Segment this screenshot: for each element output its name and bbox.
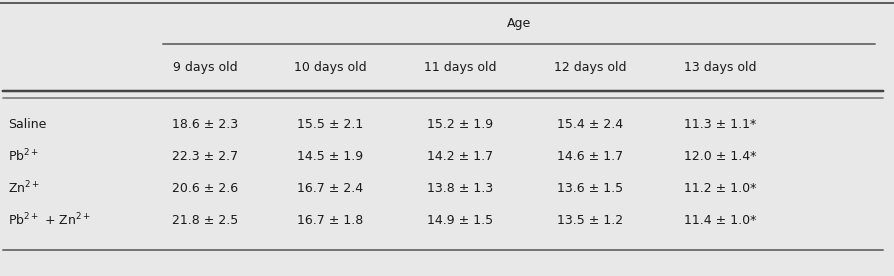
Text: 15.5 ± 2.1: 15.5 ± 2.1 (297, 118, 363, 131)
Text: 21.8 ± 2.5: 21.8 ± 2.5 (172, 214, 238, 227)
Text: 13 days old: 13 days old (684, 62, 756, 75)
Text: 13.5 ± 1.2: 13.5 ± 1.2 (557, 214, 623, 227)
Text: 11.4 ± 1.0*: 11.4 ± 1.0* (684, 214, 756, 227)
Text: Zn$^{2+}$: Zn$^{2+}$ (8, 180, 40, 196)
Text: 18.6 ± 2.3: 18.6 ± 2.3 (172, 118, 238, 131)
Text: Pb$^{2+}$ + Zn$^{2+}$: Pb$^{2+}$ + Zn$^{2+}$ (8, 212, 91, 228)
Text: 14.6 ± 1.7: 14.6 ± 1.7 (557, 150, 623, 163)
Text: 14.5 ± 1.9: 14.5 ± 1.9 (297, 150, 363, 163)
Text: 13.6 ± 1.5: 13.6 ± 1.5 (557, 182, 623, 195)
Text: 16.7 ± 2.4: 16.7 ± 2.4 (297, 182, 363, 195)
Text: 16.7 ± 1.8: 16.7 ± 1.8 (297, 214, 363, 227)
Text: 12.0 ± 1.4*: 12.0 ± 1.4* (684, 150, 756, 163)
Text: 15.4 ± 2.4: 15.4 ± 2.4 (557, 118, 623, 131)
Text: 15.2 ± 1.9: 15.2 ± 1.9 (427, 118, 493, 131)
Text: 14.2 ± 1.7: 14.2 ± 1.7 (427, 150, 493, 163)
Text: 20.6 ± 2.6: 20.6 ± 2.6 (172, 182, 238, 195)
Text: 11.3 ± 1.1*: 11.3 ± 1.1* (684, 118, 756, 131)
Text: Age: Age (507, 17, 531, 31)
Text: 13.8 ± 1.3: 13.8 ± 1.3 (427, 182, 493, 195)
Text: 11.2 ± 1.0*: 11.2 ± 1.0* (684, 182, 756, 195)
Text: Pb$^{2+}$: Pb$^{2+}$ (8, 148, 39, 164)
Text: Saline: Saline (8, 118, 46, 131)
Text: 9 days old: 9 days old (173, 62, 237, 75)
Text: 22.3 ± 2.7: 22.3 ± 2.7 (172, 150, 238, 163)
Text: 14.9 ± 1.5: 14.9 ± 1.5 (427, 214, 493, 227)
Text: 11 days old: 11 days old (424, 62, 496, 75)
Text: 10 days old: 10 days old (294, 62, 367, 75)
Text: 12 days old: 12 days old (553, 62, 627, 75)
